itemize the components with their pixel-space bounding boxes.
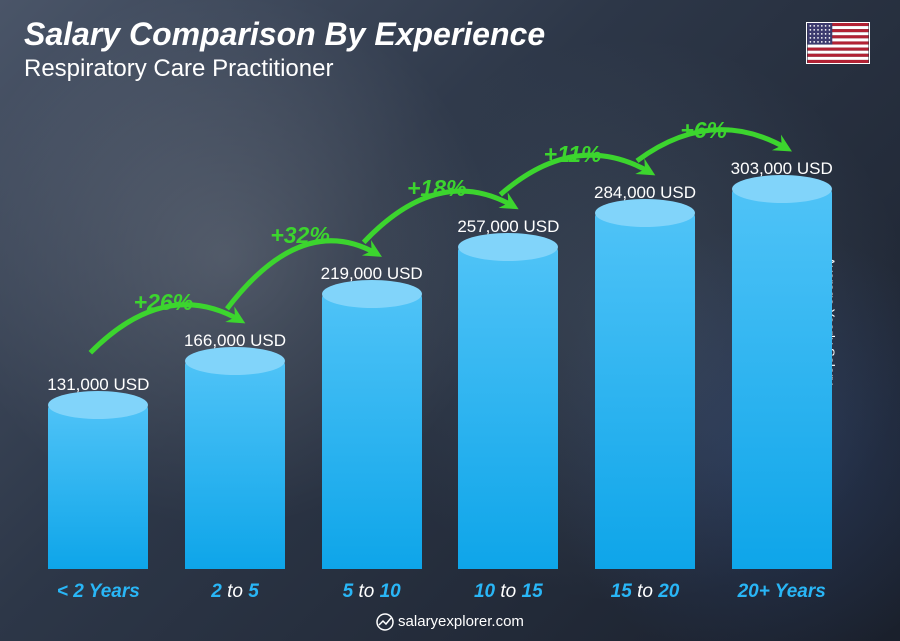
x-axis-label: 2 to 5 (165, 581, 305, 603)
bar-chart: 131,000 USD < 2 Years 166,000 USD 2 to 5… (30, 89, 850, 569)
growth-label: +11% (544, 141, 602, 168)
x-axis-label: 5 to 10 (302, 581, 442, 603)
header: Salary Comparison By Experience Respirat… (24, 16, 876, 83)
bar (595, 213, 695, 569)
footer: salaryexplorer.com (0, 613, 900, 631)
bar-group: 219,000 USD 5 to 10 (303, 264, 440, 569)
growth-label: +6% (680, 117, 727, 144)
page-subtitle: Respiratory Care Practitioner (24, 55, 876, 83)
us-flag-icon (806, 22, 870, 64)
x-axis-label: 20+ Years (712, 581, 852, 603)
bar-group: 303,000 USD 20+ Years (713, 159, 850, 569)
page-title: Salary Comparison By Experience (24, 16, 876, 53)
growth-label: +32% (270, 222, 329, 249)
logo-icon (376, 613, 394, 631)
x-axis-label: 10 to 15 (438, 581, 578, 603)
footer-text: salaryexplorer.com (398, 613, 524, 630)
bar (458, 247, 558, 569)
growth-label: +18% (407, 175, 466, 202)
x-axis-label: 15 to 20 (575, 581, 715, 603)
bar-group: 166,000 USD 2 to 5 (167, 331, 304, 569)
bar-group: 257,000 USD 10 to 15 (440, 217, 577, 569)
bar-group: 284,000 USD 15 to 20 (577, 183, 714, 569)
bar (48, 405, 148, 569)
bar (732, 189, 832, 569)
bar (322, 294, 422, 569)
bar-group: 131,000 USD < 2 Years (30, 375, 167, 569)
growth-label: +26% (134, 289, 193, 316)
bar (185, 361, 285, 569)
x-axis-label: < 2 Years (28, 581, 168, 603)
